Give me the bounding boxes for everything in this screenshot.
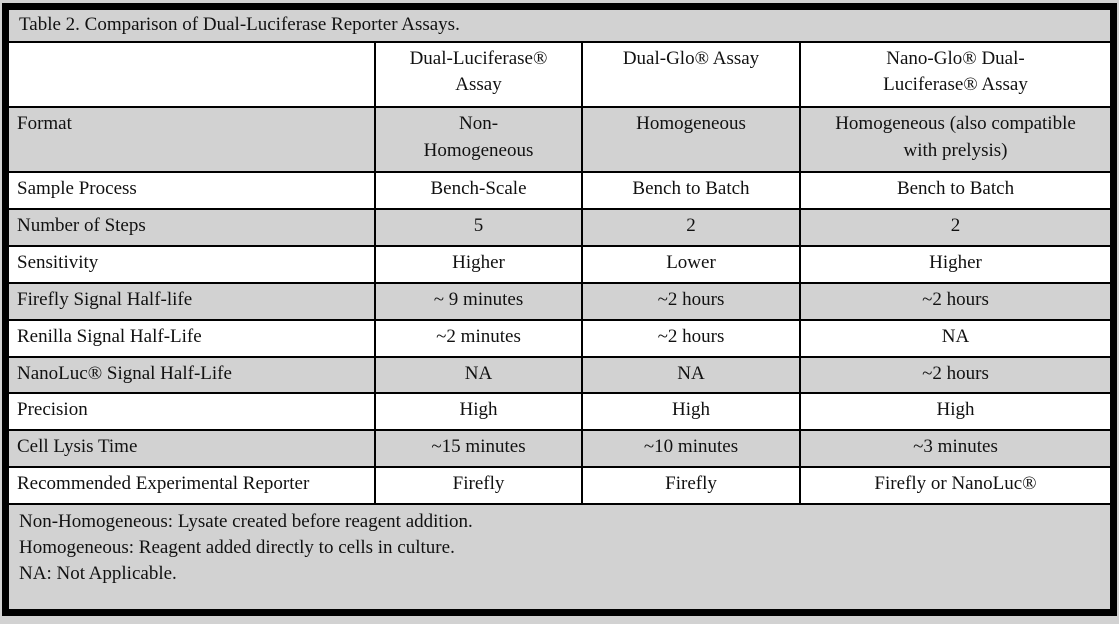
row-label-text: Recommended Experimental Reporter [17, 473, 310, 495]
column-header-label: Dual-Glo® Assay [622, 48, 760, 70]
cell-value: Lower [581, 245, 801, 284]
cell-value: 5 [374, 208, 583, 248]
row-label: Number of Steps [7, 208, 376, 248]
table-footnotes-row: Non-Homogeneous: Lysate created before r… [6, 503, 1113, 611]
cell-value: Bench to Batch [798, 171, 1113, 211]
table-title: Table 2. Comparison of Dual-Luciferase R… [6, 7, 1113, 44]
cell-value: Homogeneous [581, 106, 801, 174]
column-header-blank [7, 41, 376, 109]
table-row-precision: Precision High High High [7, 392, 1113, 432]
column-header-nano-glo-dual-luciferase-assay: Nano-Glo® Dual-Luciferase® Assay [798, 41, 1113, 109]
cell-value: High [581, 392, 801, 432]
cell-value: ~ 9 minutes [374, 281, 583, 321]
cell-text: Homogeneous (also compatible with prelys… [835, 113, 1076, 161]
table-row-number-of-steps: Number of Steps 5 2 2 [7, 208, 1113, 248]
row-label: Precision [7, 392, 376, 432]
cell-value: Higher [374, 245, 583, 284]
cell-value: ~10 minutes [581, 429, 801, 469]
table-row-sample-process: Sample Process Bench-Scale Bench to Batc… [7, 171, 1113, 211]
cell-value: Firefly [581, 466, 801, 505]
dual-luciferase-comparison-table: Table 2. Comparison of Dual-Luciferase R… [6, 7, 1113, 611]
table-row-sensitivity: Sensitivity Higher Lower Higher [7, 245, 1113, 284]
cell-value: ~15 minutes [374, 429, 583, 469]
cell-value: High [798, 392, 1113, 432]
cell-value: 2 [581, 208, 801, 248]
cell-value: Firefly [374, 466, 583, 505]
cell-value: Higher [798, 245, 1113, 284]
table-row-format: Format Non-Homogeneous Homogeneous Homog… [7, 106, 1113, 174]
cell-value: ~2 hours [798, 281, 1113, 321]
cell-value: ~2 hours [798, 355, 1113, 395]
cell-value: NA [798, 318, 1113, 358]
cell-text: Non-Homogeneous [423, 113, 534, 161]
table-row-cell-lysis-time: Cell Lysis Time ~15 minutes ~10 minutes … [7, 429, 1113, 469]
row-label: Cell Lysis Time [7, 429, 376, 469]
cell-value: Non-Homogeneous [374, 106, 583, 174]
cell-value: 2 [798, 208, 1113, 248]
table-title-row: Table 2. Comparison of Dual-Luciferase R… [6, 7, 1113, 44]
column-header-row: Dual-Luciferase® Assay Dual-Glo® Assay N… [7, 41, 1113, 109]
table-row-firefly-signal-half-life: Firefly Signal Half-life ~ 9 minutes ~2 … [7, 281, 1113, 321]
footnotes: Non-Homogeneous: Lysate created before r… [6, 503, 1113, 611]
row-label: Format [7, 106, 376, 174]
cell-value: Bench-Scale [374, 171, 583, 211]
table-row-recommended-experimental-reporter: Recommended Experimental Reporter Firefl… [7, 466, 1113, 505]
column-header-dual-glo-assay: Dual-Glo® Assay [581, 41, 801, 109]
column-header-label: Nano-Glo® Dual-Luciferase® Assay [883, 48, 1028, 96]
row-label: Recommended Experimental Reporter [7, 466, 376, 505]
cell-value: Firefly or NanoLuc® [798, 466, 1113, 505]
comparison-table-frame: Table 2. Comparison of Dual-Luciferase R… [2, 3, 1117, 616]
cell-value: Homogeneous (also compatible with prelys… [798, 106, 1113, 174]
table-row-nanoluc-signal-half-life: NanoLuc® Signal Half-Life NA NA ~2 hours [7, 355, 1113, 395]
row-label: NanoLuc® Signal Half-Life [7, 355, 376, 395]
cell-value: ~3 minutes [798, 429, 1113, 469]
cell-value: ~2 minutes [374, 318, 583, 358]
row-label: Sample Process [7, 171, 376, 211]
row-label: Sensitivity [7, 245, 376, 284]
row-label: Firefly Signal Half-life [7, 281, 376, 321]
table-row-renilla-signal-half-life: Renilla Signal Half-Life ~2 minutes ~2 h… [7, 318, 1113, 358]
footnote-homogeneous: Homogeneous: Reagent added directly to c… [19, 537, 455, 559]
column-header-dual-luciferase-assay: Dual-Luciferase® Assay [374, 41, 583, 109]
cell-value: Bench to Batch [581, 171, 801, 211]
cell-value: ~2 hours [581, 281, 801, 321]
row-label: Renilla Signal Half-Life [7, 318, 376, 358]
footnote-na: NA: Not Applicable. [19, 563, 177, 585]
cell-value: NA [581, 355, 801, 395]
footnote-non-homogeneous: Non-Homogeneous: Lysate created before r… [19, 511, 473, 532]
cell-value: ~2 hours [581, 318, 801, 358]
cell-value: High [374, 392, 583, 432]
cell-value: NA [374, 355, 583, 395]
column-header-label: Dual-Luciferase® Assay [409, 48, 548, 96]
